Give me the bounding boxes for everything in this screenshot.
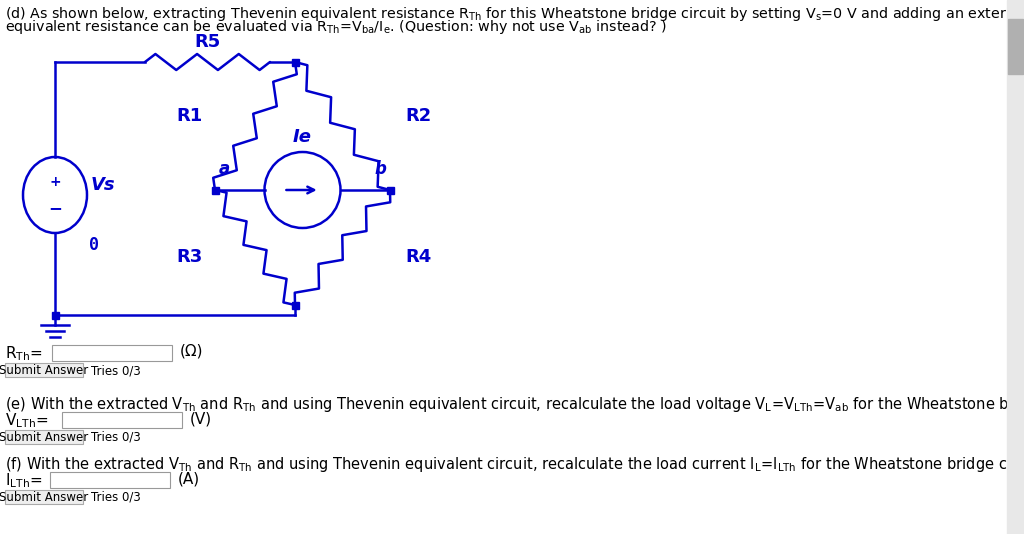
Text: (Ω): (Ω) (180, 344, 204, 359)
Text: b: b (374, 160, 386, 178)
Text: I$_{\rm LTh}$=: I$_{\rm LTh}$= (5, 471, 42, 490)
Text: Ie: Ie (293, 128, 312, 146)
FancyBboxPatch shape (62, 412, 182, 428)
Text: R$_{\rm Th}$=: R$_{\rm Th}$= (5, 344, 43, 363)
Text: 0: 0 (89, 236, 99, 254)
Text: R5: R5 (195, 33, 220, 51)
Text: R2: R2 (406, 107, 431, 125)
Text: (f) With the extracted V$_{\rm Th}$ and R$_{\rm Th}$ and using Thevenin equivale: (f) With the extracted V$_{\rm Th}$ and … (5, 455, 1024, 474)
FancyBboxPatch shape (5, 430, 83, 444)
Text: (d) As shown below, extracting Thevenin equivalent resistance R$_{\rm Th}$ for t: (d) As shown below, extracting Thevenin … (5, 5, 1024, 23)
Text: V$_{\rm LTh}$=: V$_{\rm LTh}$= (5, 411, 48, 430)
Text: R3: R3 (177, 248, 203, 266)
Bar (212, 186, 218, 193)
Bar (292, 59, 299, 66)
Text: +: + (49, 175, 60, 189)
Bar (1008, 19, 1023, 74)
Text: Tries 0/3: Tries 0/3 (91, 431, 140, 444)
Text: Submit Answer: Submit Answer (0, 364, 89, 377)
FancyBboxPatch shape (5, 490, 83, 504)
Text: Vs: Vs (91, 176, 116, 194)
Bar (51, 311, 58, 318)
Text: (V): (V) (190, 411, 212, 426)
FancyBboxPatch shape (50, 472, 170, 488)
Text: Submit Answer: Submit Answer (0, 491, 89, 504)
Text: (e) With the extracted V$_{\rm Th}$ and R$_{\rm Th}$ and using Thevenin equivale: (e) With the extracted V$_{\rm Th}$ and … (5, 395, 1024, 414)
Text: equivalent resistance can be evaluated via R$_{\rm Th}$=V$_{\rm ba}$/I$_{\rm e}$: equivalent resistance can be evaluated v… (5, 18, 667, 36)
Bar (386, 186, 393, 193)
Text: Submit Answer: Submit Answer (0, 431, 89, 444)
FancyBboxPatch shape (5, 363, 83, 377)
Text: R1: R1 (177, 107, 203, 125)
Text: (A): (A) (178, 471, 200, 486)
Text: −: − (48, 199, 61, 217)
Text: R4: R4 (406, 248, 431, 266)
Text: Tries 0/3: Tries 0/3 (91, 364, 140, 377)
Text: a: a (219, 160, 230, 178)
Bar (292, 302, 299, 309)
FancyBboxPatch shape (52, 345, 172, 361)
Text: Tries 0/3: Tries 0/3 (91, 491, 140, 504)
Bar (1007, 0, 1024, 534)
